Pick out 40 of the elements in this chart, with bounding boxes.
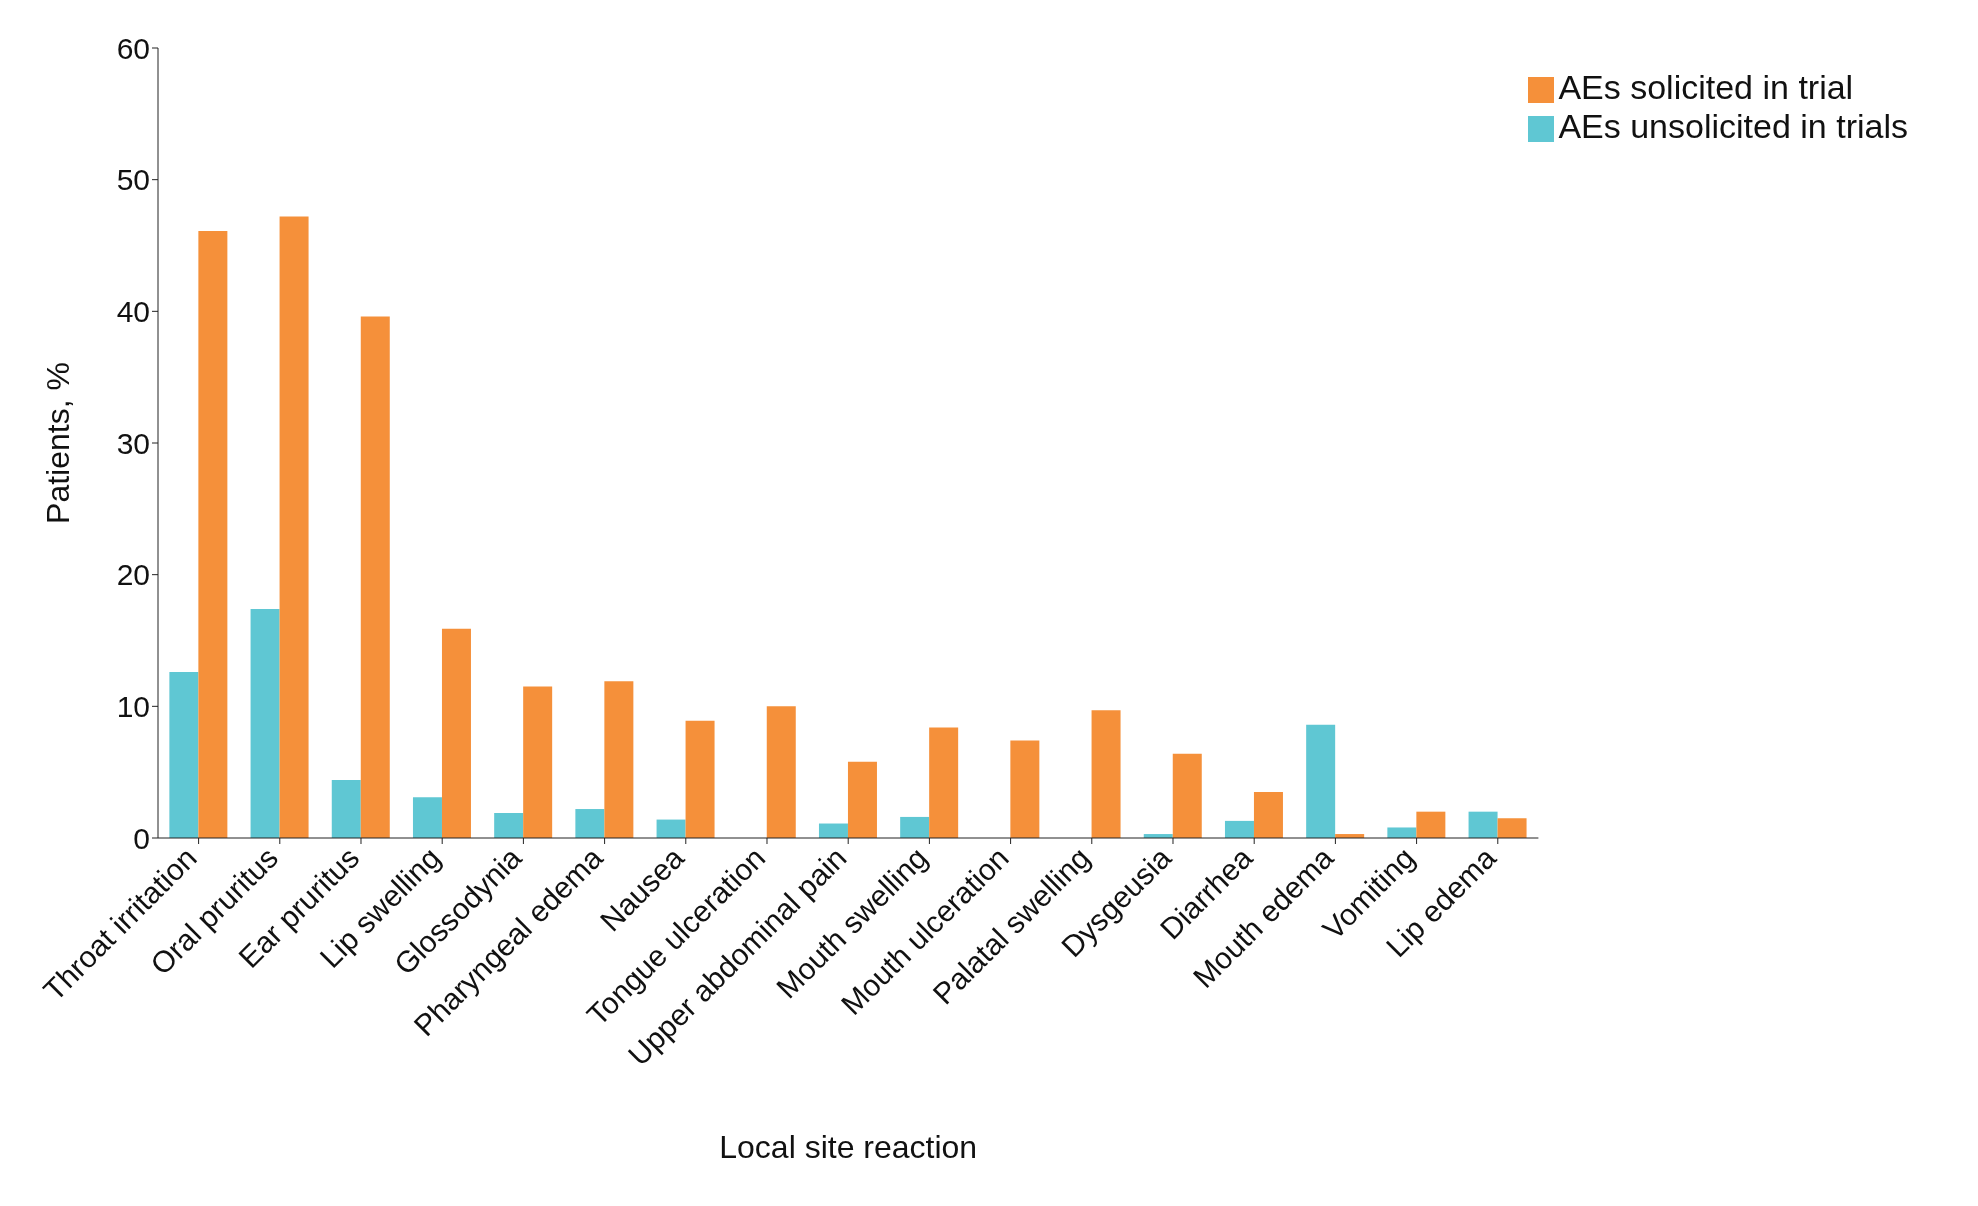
bar [1387,827,1417,838]
bar [331,780,361,838]
y-tick-label: 30 [116,426,150,460]
bar [900,816,930,838]
y-tick-label: 0 [133,821,150,855]
bar [656,819,686,838]
y-tick-label: 10 [116,689,150,723]
bar [494,812,524,838]
y-tick-label: 20 [116,558,150,592]
x-axis-title: Local site reaction [719,1129,978,1165]
bar [818,823,848,838]
bar [1091,710,1121,838]
bar [766,706,796,838]
bar [1253,791,1283,838]
bar [441,628,471,838]
y-axis-title: Patients, % [40,362,77,524]
legend-label: AEs unsolicited in trials [1558,107,1908,145]
bar [169,672,199,838]
legend-label: AEs solicited in trial [1558,68,1854,106]
bar [279,216,309,838]
bar [575,809,605,838]
bar [604,681,634,838]
bar [412,797,442,838]
bar [1468,811,1498,838]
bar [250,608,280,838]
bar [1497,818,1527,838]
bar [1172,753,1202,838]
y-tick-label: 40 [116,294,150,328]
bar [198,231,228,838]
bar [847,761,877,838]
bar [685,720,715,838]
bar [523,686,553,838]
y-tick-label: 60 [116,31,150,65]
y-tick-label: 50 [116,163,150,197]
bar [1306,724,1336,838]
bar [1224,820,1254,838]
bar [929,727,959,838]
bar [360,316,390,838]
bar [1010,740,1040,838]
bar [1416,811,1446,838]
